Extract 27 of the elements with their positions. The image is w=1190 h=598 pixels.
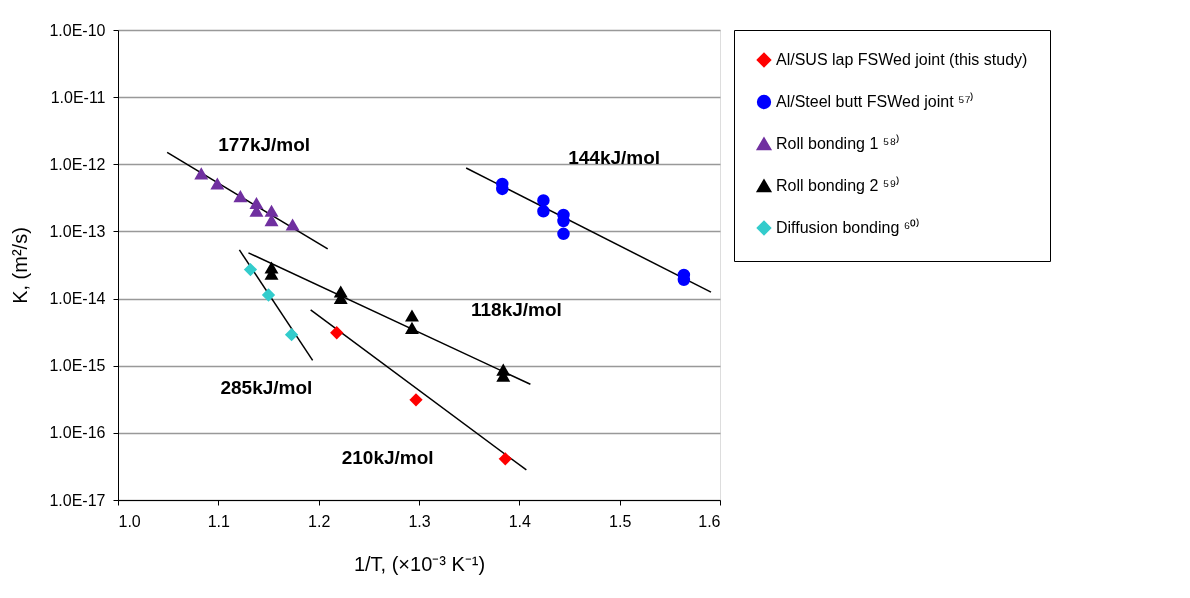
annotation: 285kJ/mol — [220, 376, 313, 398]
y-tick-label: 1.0E-13 — [49, 222, 106, 240]
legend-label: Roll bonding 2 ⁵⁹⁾ — [776, 176, 901, 194]
annotation: 118kJ/mol — [471, 298, 562, 320]
x-tick-label: 1.3 — [408, 512, 431, 530]
x-tick-label: 1.2 — [308, 512, 331, 530]
x-tick-label: 1.1 — [207, 512, 231, 530]
x-tick-label: 1.4 — [508, 512, 532, 530]
y-tick-label: 1.0E-15 — [49, 357, 106, 375]
annotation: 144kJ/mol — [568, 147, 661, 169]
legend-label: Diffusion bonding ⁶⁰⁾ — [776, 218, 921, 236]
y-tick-label: 1.0E-12 — [49, 155, 106, 173]
legend-label: Roll bonding 1 ⁵⁸⁾ — [776, 134, 901, 152]
legend-label: Al/Steel butt FSWed joint ⁵⁷⁾ — [776, 92, 975, 110]
x-axis-title: 1/T, (×10⁻³ K⁻¹) — [353, 552, 486, 575]
annotation: 210kJ/mol — [341, 446, 434, 468]
y-tick-label: 1.0E-17 — [49, 491, 106, 509]
y-tick-label: 1.0E-10 — [49, 21, 106, 39]
y-tick-label: 1.0E-16 — [49, 424, 106, 442]
y-tick-label: 1.0E-11 — [50, 88, 106, 106]
x-tick-label: 1.0 — [118, 512, 141, 530]
y-axis-title: K, (m²/s) — [9, 227, 32, 304]
x-tick-label: 1.6 — [698, 512, 721, 530]
x-tick-label: 1.5 — [609, 512, 632, 530]
y-tick-label: 1.0E-14 — [49, 290, 106, 308]
legend-label: Al/SUS lap FSWed joint (this study) — [776, 51, 1028, 68]
annotation: 177kJ/mol — [218, 134, 311, 156]
